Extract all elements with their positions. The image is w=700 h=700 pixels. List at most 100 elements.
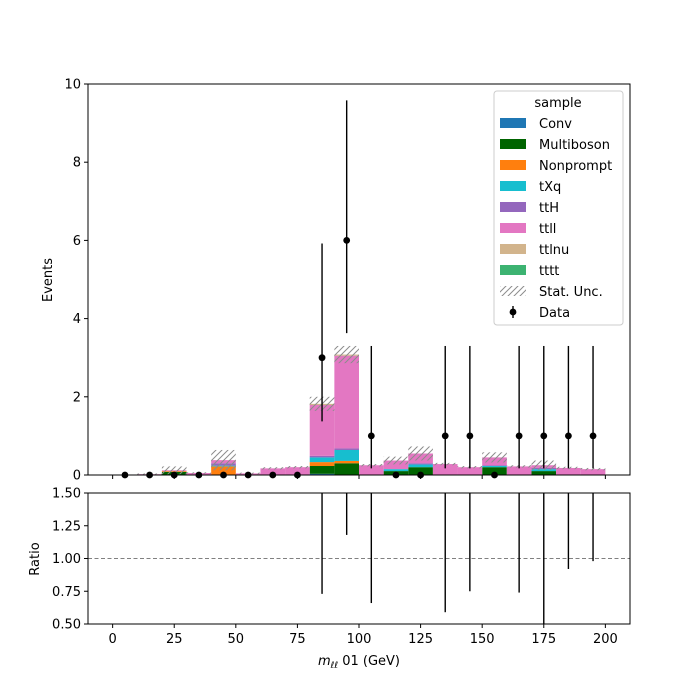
legend-swatch-ttlnu [500, 244, 526, 254]
legend-label-ttlnu: ttlnu [539, 243, 569, 258]
ratio-y-tick-label: 1.25 [52, 519, 81, 534]
data-point [540, 432, 548, 440]
main-panel: 0 2 4 6 8 10 Events sample Conv Multiboson Nonp… [41, 78, 631, 484]
legend-label-stat-unc: Stat. Unc. [539, 285, 603, 300]
main-y-axis-label: Events [41, 258, 56, 302]
x-axis-label: mℓℓ 01 (GeV) [318, 654, 400, 671]
bar-ttll [359, 465, 384, 475]
bar-nonprompt [334, 460, 359, 464]
x-tick-label: 75 [289, 632, 306, 647]
ratio-y-ticks: 0.50 0.75 1.00 1.25 1.50 [52, 487, 88, 633]
legend-swatch-txq [500, 181, 526, 191]
ratio-error-bars [321, 493, 594, 624]
main-y-tick-label: 2 [73, 390, 81, 405]
main-y-tick-label: 4 [73, 312, 81, 327]
bar-conv [309, 473, 335, 475]
legend-title: sample [534, 96, 581, 111]
stat-unc-band [285, 466, 310, 469]
bar-ttll [432, 464, 458, 475]
bar-txq [383, 469, 409, 472]
legend-swatch-ttll [500, 223, 526, 233]
stat-unc-band [334, 345, 359, 364]
ratio-y-axis-label: Ratio [28, 542, 43, 575]
bar-ttll [506, 466, 532, 475]
legend-label-tttt: tttt [539, 264, 559, 279]
x-tick-label: 125 [408, 632, 433, 647]
stat-unc-band [580, 467, 606, 471]
data-point [589, 432, 597, 440]
bar-tth [309, 455, 335, 458]
stat-unc-band [383, 456, 409, 465]
main-x-ticks [112, 475, 606, 479]
legend-label-nonprompt: Nonprompt [539, 159, 612, 174]
ratio-y-tick-label: 0.50 [52, 618, 81, 633]
stat-unc-band [260, 467, 286, 470]
bar-txq [482, 466, 507, 468]
ratio-panel: 0.50 0.75 1.00 1.25 1.50 0 25 50 75 100 125 150 175… [28, 487, 631, 671]
legend-marker-data-point [509, 308, 517, 316]
x-tick-label: 200 [593, 632, 618, 647]
legend-swatch-tth [500, 202, 526, 212]
legend: sample Conv Multiboson Nonprompt tXq ttH ttll… [493, 90, 624, 326]
legend-swatch-multiboson [500, 139, 526, 149]
bar-tth [334, 448, 359, 450]
ratio-y-tick-label: 0.75 [52, 585, 81, 600]
legend-swatch-tttt [500, 265, 526, 275]
x-tick-label: 100 [347, 632, 372, 647]
x-tick-label: 50 [228, 632, 245, 647]
bar-ttll [556, 467, 581, 475]
legend-label-conv: Conv [539, 117, 572, 132]
bar-ttll [457, 467, 483, 475]
bar-txq [531, 469, 557, 472]
data-point [367, 432, 375, 440]
stat-unc-band [211, 449, 236, 471]
bar-nonprompt [309, 462, 335, 467]
legend-swatch-conv [500, 118, 526, 128]
bar-tth [408, 463, 433, 465]
x-tick-label: 25 [166, 632, 183, 647]
ratio-y-tick-label: 1.00 [52, 552, 81, 567]
legend-swatch-nonprompt [500, 160, 526, 170]
bar-multiboson [482, 467, 507, 475]
stat-unc-band [482, 452, 507, 463]
data-point [565, 432, 572, 440]
bar-ttll [334, 355, 359, 449]
stat-unc-band [408, 446, 433, 461]
bar-txq [309, 457, 335, 463]
data-point [466, 432, 474, 440]
bar-multiboson [531, 471, 557, 475]
bar-txq [408, 464, 433, 468]
data-point [441, 432, 449, 440]
legend-label-txq: tXq [539, 180, 561, 195]
legend-label-tth: ttH [539, 201, 559, 216]
bar-multiboson [334, 463, 359, 475]
x-tick-label: 0 [108, 632, 116, 647]
x-tick-label: 175 [531, 632, 556, 647]
legend-label-data: Data [539, 306, 570, 321]
x-tick-label: 150 [470, 632, 495, 647]
ratio-x-ticks: 0 25 50 75 100 125 150 175 200 [108, 624, 618, 647]
legend-label-multiboson: Multiboson [539, 138, 610, 153]
bar-nonprompt [211, 466, 236, 475]
stat-unc-band [161, 466, 187, 475]
bar-txq [334, 449, 359, 461]
main-y-ticks: 0 2 4 6 8 10 [64, 78, 88, 484]
main-y-tick-label: 0 [73, 469, 81, 484]
main-y-tick-label: 6 [73, 234, 81, 249]
legend-items: Conv Multiboson Nonprompt tXq ttH ttll ttlnu tt… [500, 117, 612, 321]
data-point [343, 237, 351, 244]
legend-label-ttll: ttll [539, 222, 556, 237]
legend-swatch-stat-unc [500, 286, 526, 296]
main-y-tick-label: 8 [73, 156, 81, 171]
data-point [515, 432, 523, 440]
stacked-histogram [137, 354, 606, 475]
bar-tth [482, 465, 507, 467]
bar-ttll [383, 460, 409, 470]
main-y-tick-label: 10 [64, 78, 81, 93]
data-point [318, 354, 326, 362]
legend-frame [493, 90, 624, 326]
bar-ttll [285, 467, 310, 475]
bar-multiboson [408, 467, 433, 475]
bar-ttll [580, 469, 606, 475]
